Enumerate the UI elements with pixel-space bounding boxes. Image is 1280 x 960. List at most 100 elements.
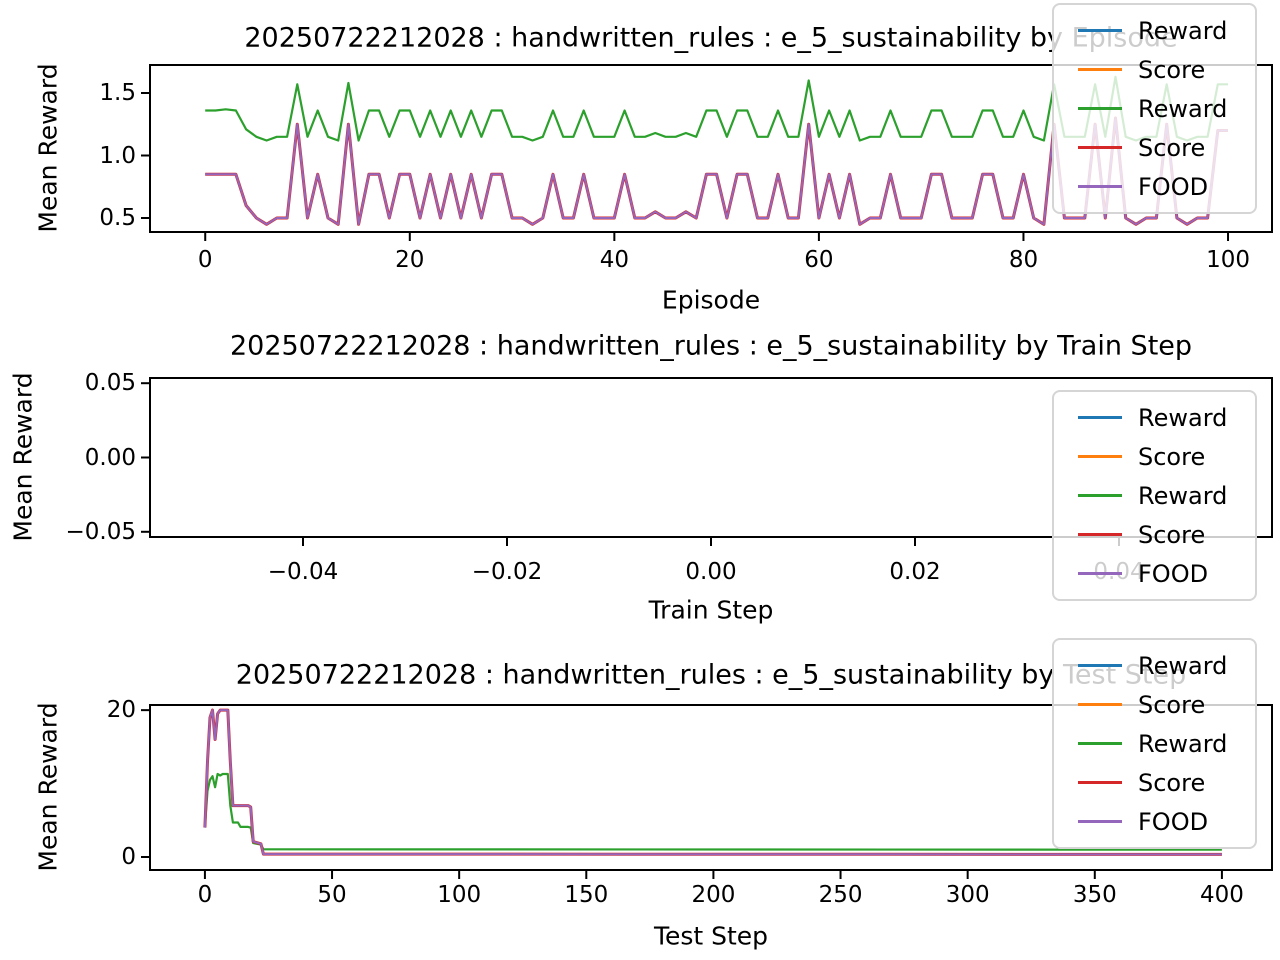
y-tick-label: −0.05: [65, 518, 136, 545]
plot-frame: [149, 377, 1273, 538]
series-line-score: [203, 708, 1222, 856]
y-axis-label-train: Mean Reward: [8, 372, 38, 542]
x-axis-label-episode: Episode: [661, 285, 761, 315]
y-tick-label: 1.5: [99, 80, 136, 106]
legend-entry: Score: [1054, 128, 1255, 167]
legend-line-swatch: [1078, 664, 1122, 667]
legend-label: Score: [1138, 442, 1206, 471]
legend-label: Reward: [1138, 403, 1228, 432]
x-axis-label-train: Train Step: [648, 595, 774, 625]
legend-line-swatch: [1078, 820, 1122, 823]
x-tick-label: 350: [1072, 882, 1117, 908]
y-tick-label: 20: [106, 697, 136, 724]
legend-entry: FOOD: [1054, 167, 1255, 206]
y-tick-label: 0.00: [84, 444, 136, 471]
chart-title-train: 20250722212028 : handwritten_rules : e_5…: [229, 330, 1193, 362]
legend-entry: Score: [1054, 50, 1255, 89]
legend-line-swatch: [1078, 29, 1122, 32]
chart-title-episode: 20250722212028 : handwritten_rules : e_5…: [244, 22, 1178, 54]
x-tick-label: 150: [564, 882, 609, 908]
legend-line-swatch: [1078, 494, 1122, 497]
series-line-food: [205, 117, 1228, 226]
x-tick-label: 0.02: [889, 559, 941, 585]
x-tick-label: 0.00: [685, 559, 737, 585]
x-tick-label: 0.04: [1093, 559, 1145, 585]
legend-label: FOOD: [1138, 807, 1209, 836]
legend-label: Reward: [1138, 94, 1228, 123]
x-tick-label: 60: [804, 247, 834, 273]
series-line-reward: [203, 772, 1222, 851]
legend-label: Reward: [1138, 16, 1228, 45]
plot-frame: [149, 704, 1273, 871]
legend-line-swatch: [1078, 533, 1122, 536]
legend-line-swatch: [1078, 742, 1122, 745]
plot-frame: [149, 64, 1273, 233]
x-tick-label: 100: [437, 882, 482, 908]
legend-line-swatch: [1078, 703, 1122, 706]
legend-label: Score: [1138, 55, 1206, 84]
series-line-reward: [205, 75, 1228, 142]
legend-label: Score: [1138, 690, 1206, 719]
x-tick-label: 200: [691, 882, 736, 908]
series-line-score: [205, 116, 1228, 226]
legend-label: Reward: [1138, 729, 1228, 758]
x-tick-label: 300: [945, 882, 990, 908]
y-axis-label-episode: Mean Reward: [33, 63, 63, 233]
x-tick-label: 0: [197, 882, 213, 908]
legend-entry: Score: [1054, 763, 1255, 802]
y-tick-label: 0.5: [99, 205, 136, 231]
legend-line-swatch: [1078, 68, 1122, 71]
legend: Reward Score Reward Score FOOD: [1052, 3, 1257, 214]
y-tick-label: 0.05: [84, 370, 136, 397]
legend-entry: Reward: [1054, 11, 1255, 50]
legend-entry: Score: [1054, 515, 1255, 554]
legend-entry: FOOD: [1054, 802, 1255, 841]
legend-entry: Reward: [1054, 646, 1255, 685]
legend-line-swatch: [1078, 185, 1122, 188]
legend-line-swatch: [1078, 572, 1122, 575]
legend-line-swatch: [1078, 781, 1122, 784]
x-axis-label-test: Test Step: [653, 921, 769, 951]
y-tick-label: 1.0: [99, 142, 136, 169]
y-axis-label-test: Mean Reward: [33, 702, 63, 872]
x-tick-label: 20: [395, 247, 425, 273]
legend-entry: Reward: [1054, 724, 1255, 763]
legend: Reward Score Reward Score FOOD: [1052, 638, 1257, 849]
legend-entry: Reward: [1054, 476, 1255, 515]
legend-label: Score: [1138, 133, 1206, 162]
legend-entry: Score: [1054, 685, 1255, 724]
x-tick-label: 250: [818, 882, 863, 908]
legend-entry: Score: [1054, 437, 1255, 476]
legend-label: Reward: [1138, 481, 1228, 510]
x-tick-label: 0: [197, 247, 213, 273]
legend-line-swatch: [1078, 107, 1122, 110]
legend-entry: FOOD: [1054, 554, 1255, 593]
x-tick-label: 400: [1199, 882, 1244, 908]
legend-line-swatch: [1078, 146, 1122, 149]
x-tick-label: 50: [317, 882, 347, 908]
y-tick-label: 0: [121, 844, 136, 870]
x-tick-label: −0.02: [471, 559, 543, 585]
legend: Reward Score Reward Score FOOD: [1052, 390, 1257, 601]
legend-line-swatch: [1078, 416, 1122, 419]
legend-entry: Reward: [1054, 89, 1255, 128]
x-tick-label: 100: [1206, 247, 1250, 273]
chart-title-test: 20250722212028 : handwritten_rules : e_5…: [235, 659, 1187, 691]
legend-label: Reward: [1138, 651, 1228, 680]
legend-label: FOOD: [1138, 172, 1209, 201]
legend-label: FOOD: [1138, 559, 1209, 588]
legend-label: Score: [1138, 520, 1206, 549]
x-tick-label: 40: [599, 247, 629, 273]
legend-entry: Reward: [1054, 398, 1255, 437]
x-tick-label: 80: [1008, 247, 1039, 273]
x-tick-label: −0.04: [267, 559, 339, 585]
legend-label: Score: [1138, 768, 1206, 797]
series-line-food: [203, 709, 1222, 856]
